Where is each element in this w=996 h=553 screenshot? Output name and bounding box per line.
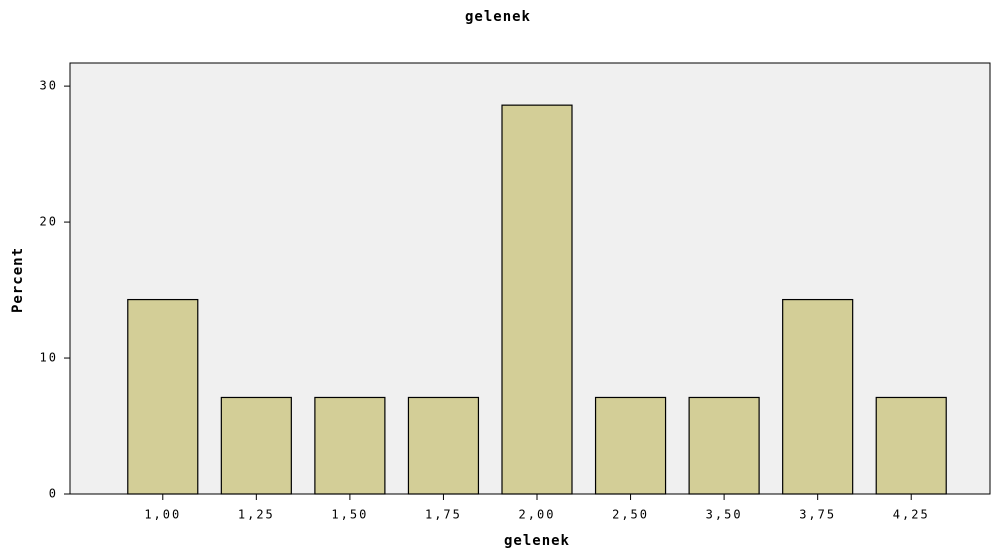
x-tick-label: 3,50 — [706, 508, 743, 522]
y-axis-label: Percent — [10, 247, 26, 313]
chart-title: gelenek — [465, 9, 531, 25]
bar — [501, 104, 573, 495]
bar — [407, 396, 480, 495]
y-tick-label: 0 — [49, 487, 58, 501]
x-tick-label: 4,25 — [893, 508, 930, 522]
bar — [314, 396, 386, 495]
x-tick-label: 1,75 — [425, 508, 462, 522]
x-axis-label: gelenek — [504, 533, 570, 549]
bar — [688, 396, 760, 495]
bar — [220, 396, 292, 495]
bar — [127, 298, 199, 495]
y-tick-label: 10 — [40, 351, 58, 365]
x-tick-label: 3,75 — [799, 508, 836, 522]
bar — [594, 396, 667, 495]
bar — [782, 298, 854, 495]
y-tick-label: 20 — [40, 215, 58, 229]
x-tick-label: 1,50 — [331, 508, 368, 522]
bar — [875, 396, 947, 495]
x-tick-label: 1,25 — [238, 508, 275, 522]
x-tick-label: 2,00 — [519, 508, 556, 522]
x-tick-label: 2,50 — [612, 508, 649, 522]
y-tick-label: 30 — [40, 79, 58, 93]
x-tick-label: 1,00 — [144, 508, 181, 522]
